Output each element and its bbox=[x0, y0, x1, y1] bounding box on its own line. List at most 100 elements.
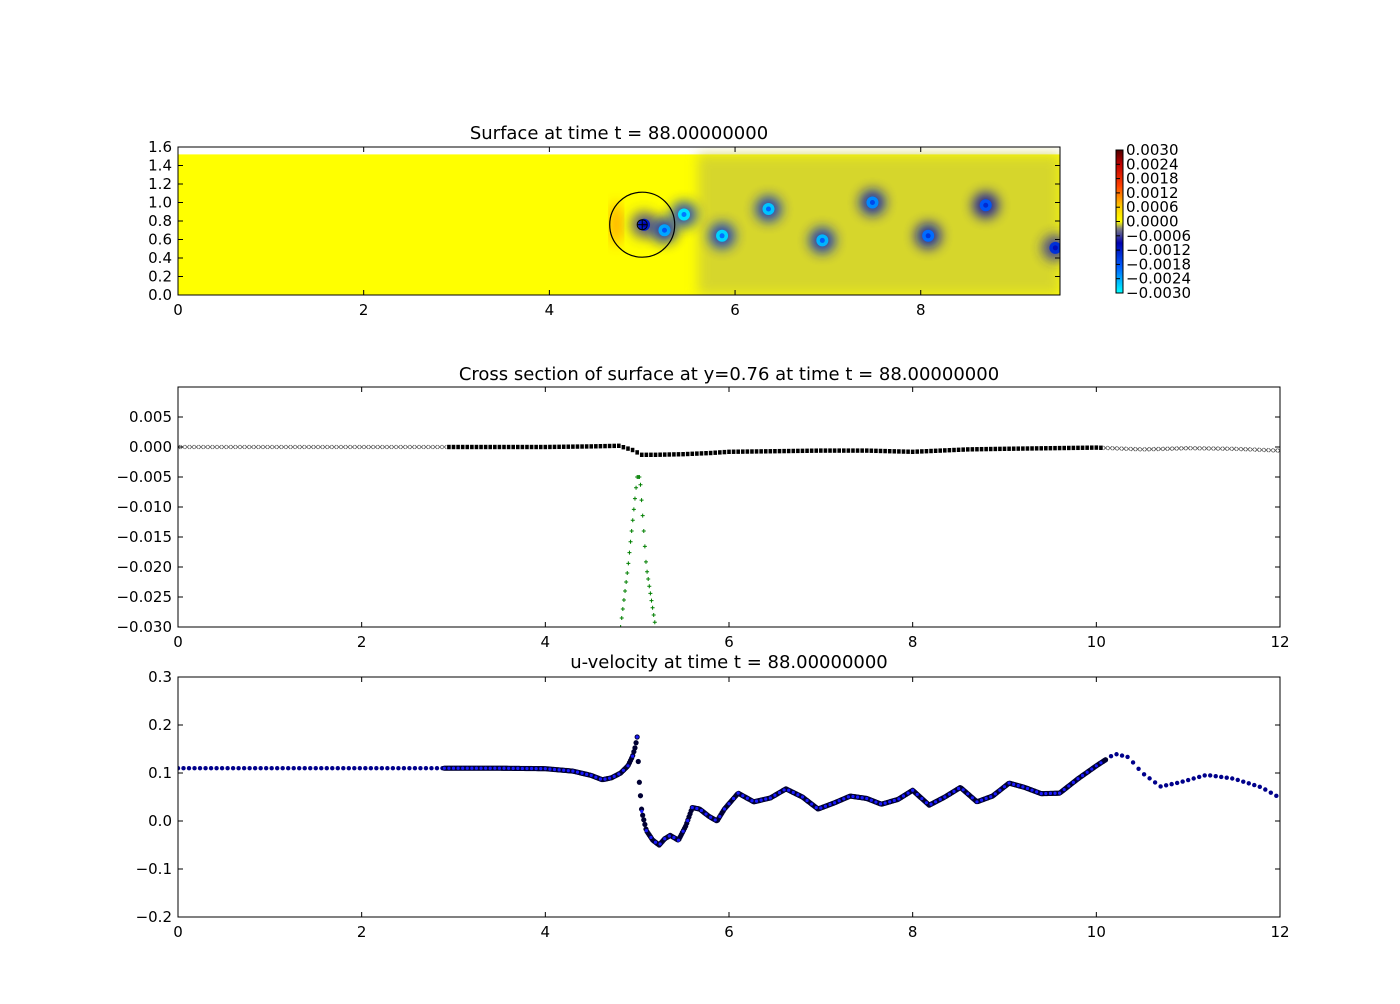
cross-section-point bbox=[1002, 446, 1007, 451]
cross-section-point bbox=[497, 444, 502, 450]
u-velocity-point bbox=[1196, 774, 1202, 780]
cross-section-point bbox=[630, 447, 635, 453]
u-velocity-point-overlay bbox=[488, 766, 492, 770]
cross-section-point bbox=[1231, 446, 1237, 452]
cross-section-green-point bbox=[646, 577, 651, 581]
cross-section-point bbox=[1273, 448, 1278, 453]
cross-section-point bbox=[740, 449, 745, 454]
cross-section-point bbox=[644, 452, 649, 457]
cross-section-green-point bbox=[619, 616, 624, 620]
cross-section-point bbox=[1085, 445, 1089, 450]
u-velocity-point-overlay bbox=[507, 766, 511, 770]
cross-section-axes: 0 2 4 6 8 10 12 0.005 0.000 −0.005 −0.010 −0.015 −0.… bbox=[116, 387, 1290, 651]
cross-section-point bbox=[910, 449, 915, 454]
u-velocity-point-overlay bbox=[768, 796, 772, 800]
cross-section-green-point bbox=[642, 544, 647, 549]
cross-section-point bbox=[1268, 447, 1274, 453]
cross-section-ytick-label: −0.025 bbox=[116, 588, 172, 606]
colorbar-tick-label: 0.0000 bbox=[1126, 213, 1179, 231]
u-velocity-point-overlay bbox=[952, 789, 956, 793]
u-velocity-point-overlay bbox=[534, 766, 538, 771]
cross-section-point bbox=[511, 444, 515, 450]
u-velocity-point-overlay bbox=[543, 767, 547, 771]
cross-section-point bbox=[662, 452, 667, 457]
u-velocity-xtick-label: 10 bbox=[1087, 923, 1106, 941]
u-velocity-point bbox=[247, 766, 252, 771]
colorbar-tick-label: −0.0018 bbox=[1126, 255, 1191, 273]
cross-section-point bbox=[708, 450, 713, 456]
cross-section-point bbox=[658, 452, 662, 457]
u-velocity-point bbox=[192, 766, 197, 771]
cross-section-point bbox=[626, 446, 630, 451]
cross-section-point bbox=[676, 452, 681, 457]
u-velocity-point-overlay bbox=[511, 766, 515, 770]
cross-section-point bbox=[432, 444, 438, 450]
u-velocity-point-overlay bbox=[888, 800, 892, 804]
u-velocity-point-overlay bbox=[865, 796, 869, 801]
u-velocity-point-overlay bbox=[970, 796, 974, 800]
u-velocity-point bbox=[1202, 773, 1207, 778]
u-velocity-point-overlay bbox=[1016, 784, 1020, 788]
cross-section-point bbox=[447, 444, 451, 450]
cross-section-point bbox=[520, 444, 525, 450]
colorbar-tick-label: −0.0006 bbox=[1126, 227, 1191, 245]
cross-section-green-point bbox=[638, 482, 643, 487]
surface-ytick-label: 1.0 bbox=[148, 194, 172, 212]
cross-section-green-point bbox=[628, 539, 633, 544]
u-velocity-point-overlay bbox=[447, 766, 451, 770]
cross-section-point bbox=[897, 449, 901, 454]
cross-section-point bbox=[276, 444, 282, 450]
cross-section-point bbox=[1236, 446, 1241, 452]
surface-ytick-label: 1.4 bbox=[148, 157, 172, 175]
u-velocity-point bbox=[236, 766, 241, 771]
u-velocity-point bbox=[178, 766, 181, 771]
cross-section-point bbox=[598, 444, 603, 449]
cross-section-point bbox=[685, 451, 690, 457]
cross-section-point bbox=[841, 448, 846, 453]
surface-vortex-core bbox=[869, 200, 875, 205]
u-velocity-point-overlay bbox=[1067, 784, 1071, 788]
cross-section-point bbox=[639, 452, 644, 457]
u-velocity-point-overlay bbox=[1053, 791, 1057, 795]
u-velocity-point-overlay bbox=[787, 788, 791, 792]
u-velocity-point bbox=[319, 766, 324, 771]
cross-section-point bbox=[869, 448, 874, 453]
u-velocity-ytick-label: 0.0 bbox=[148, 812, 172, 830]
cross-section-ytick-label: −0.015 bbox=[116, 528, 172, 546]
u-velocity-point bbox=[1224, 775, 1229, 780]
u-velocity-point-overlay bbox=[810, 802, 814, 806]
cross-section-point bbox=[1025, 446, 1030, 451]
u-velocity-xtick-label: 2 bbox=[357, 923, 367, 941]
u-velocity-point bbox=[636, 779, 642, 785]
cross-section-green-point bbox=[650, 605, 655, 610]
u-velocity-point bbox=[637, 793, 644, 799]
cross-section-point bbox=[386, 444, 392, 450]
cross-section-point bbox=[1218, 446, 1223, 451]
cross-section-point bbox=[327, 444, 332, 450]
u-velocity-point bbox=[341, 766, 346, 771]
u-velocity-point-overlay bbox=[1035, 790, 1039, 794]
cross-section-point bbox=[244, 444, 250, 450]
cross-section-point bbox=[731, 449, 736, 454]
u-velocity-point bbox=[635, 758, 641, 765]
cross-section-point bbox=[502, 444, 506, 450]
cross-section-green-point bbox=[645, 569, 650, 574]
u-velocity-point bbox=[197, 766, 203, 771]
u-velocity-point-overlay bbox=[497, 766, 502, 770]
cross-section-point bbox=[786, 448, 791, 454]
cross-section-point bbox=[768, 449, 773, 454]
cross-section-point bbox=[874, 448, 878, 454]
cross-section-point bbox=[1021, 446, 1025, 451]
surface-vortex-core bbox=[983, 202, 989, 208]
u-velocity-point-overlay bbox=[947, 792, 952, 796]
colorbar-ticks: 0.00300.00240.00180.00120.00060.0000−0.0… bbox=[1116, 141, 1191, 302]
u-velocity-point-overlay bbox=[493, 766, 497, 770]
cross-section-green-point bbox=[625, 571, 630, 575]
u-velocity-xtick-label: 8 bbox=[908, 923, 918, 941]
cross-section-point bbox=[1039, 446, 1044, 451]
cross-section-point bbox=[382, 444, 387, 450]
u-velocity-point-overlay bbox=[764, 797, 768, 801]
surface-xtick-label: 6 bbox=[730, 301, 740, 319]
u-velocity-point-overlay bbox=[562, 768, 566, 772]
u-velocity-point-overlay bbox=[461, 766, 465, 770]
